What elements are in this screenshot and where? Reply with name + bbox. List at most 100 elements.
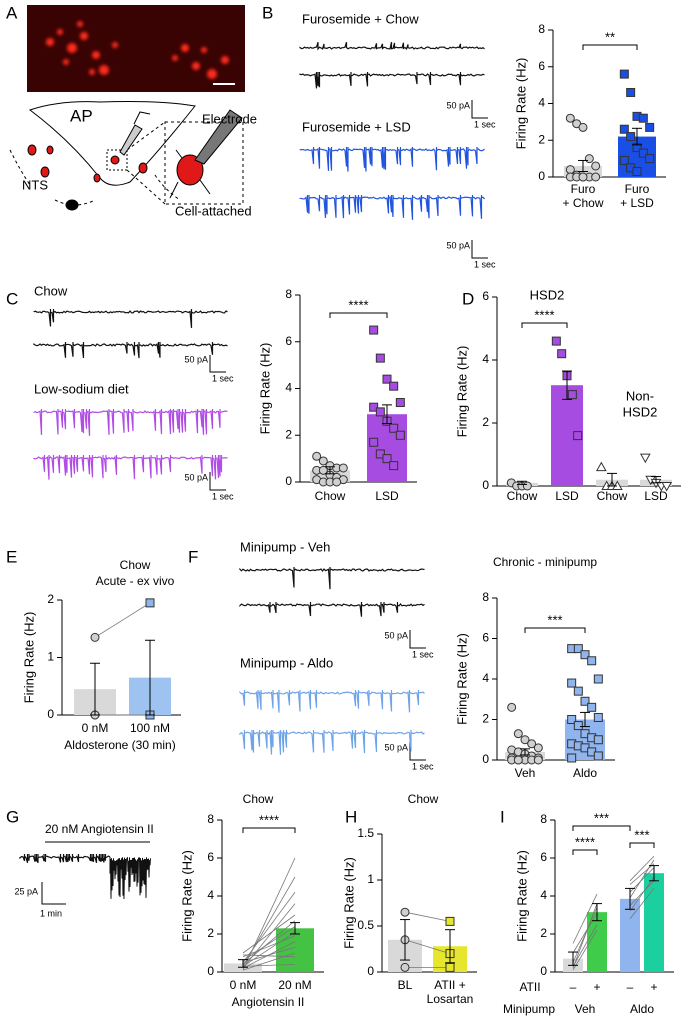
scale-bars (41, 100, 488, 905)
data-point (626, 132, 636, 142)
y-tick-label: 4 (538, 96, 545, 110)
x-tick-label: ATII + (434, 978, 465, 992)
data-point (533, 755, 543, 765)
diagram-label: Electrode (202, 111, 257, 126)
data-point (573, 431, 583, 441)
x-tick-label: Losartan (427, 992, 474, 1006)
data-point (522, 481, 532, 491)
trace-label: 20 nM Angiotensin II (45, 822, 154, 836)
group-label: Veh (575, 1002, 596, 1016)
significance-bracket (572, 825, 631, 831)
row-label: ATII (519, 980, 540, 994)
data-point (565, 113, 575, 123)
paired-line (404, 911, 451, 922)
y-tick-label: 4 (482, 671, 489, 685)
trace (33, 309, 228, 328)
paired-line (572, 893, 598, 944)
y-axis-label: Firing Rate (Hz) (513, 58, 528, 150)
y-tick-label: 1.5 (357, 826, 374, 840)
paired-line (242, 935, 296, 958)
data-point (578, 122, 588, 132)
panel-label: E (6, 547, 17, 566)
x-tick-label: Chow (507, 489, 538, 503)
scale-amplitude: 50 pA (184, 472, 208, 482)
data-point (145, 598, 155, 608)
data-point (567, 715, 577, 724)
data-point (587, 656, 597, 666)
data-point (312, 451, 322, 461)
x-tick-label: + Chow (562, 196, 603, 210)
trace (19, 854, 111, 864)
paired-line (242, 920, 296, 965)
x-tick-label: LSD (555, 489, 579, 503)
data-point (338, 463, 348, 473)
data-point (369, 437, 379, 447)
data-point (584, 154, 594, 164)
significance-label: *** (547, 612, 562, 627)
x-tick-label: 0 nM (82, 721, 109, 735)
data-point (513, 729, 523, 739)
x-axis-label: Aldosterone (30 min) (64, 738, 175, 752)
y-tick-label: 6 (207, 850, 214, 864)
annotation: HSD2 (530, 287, 565, 302)
trace (239, 690, 425, 713)
data-point (661, 482, 673, 492)
scale-amplitude: 25 pA (14, 886, 38, 896)
x-tick-label: 20 nM (278, 978, 311, 992)
trace-label: Furosemide + LSD (302, 119, 411, 134)
paired-line (242, 946, 296, 963)
y-tick-label: 6 (538, 59, 545, 73)
y-tick-label: 0 (285, 474, 292, 488)
x-tick-label: 100 nM (130, 721, 170, 735)
data-point (513, 755, 523, 765)
data-point (332, 477, 342, 487)
data-point (593, 674, 603, 684)
data-point (520, 735, 530, 745)
x-tick-label: Chow (597, 489, 628, 503)
data-point (587, 702, 597, 712)
y-tick-label: 8 (207, 812, 214, 826)
data-point (626, 87, 636, 97)
x-axis-label: Angiotensin II (232, 995, 305, 1009)
paired-line (242, 954, 296, 958)
y-tick-label: 2 (285, 427, 292, 441)
significance-label: **** (259, 812, 279, 827)
paired-line (629, 859, 655, 899)
data-point (593, 735, 603, 745)
y-tick-label: 0 (482, 478, 489, 492)
scale-time: 1 sec (412, 649, 434, 659)
data-point (445, 916, 455, 926)
scale-amplitude: 50 pA (384, 630, 408, 640)
data-point (533, 743, 543, 753)
x-tick-label: Chow (315, 489, 346, 503)
data-point (90, 632, 100, 642)
data-point (318, 465, 328, 475)
diagram-label: NTS (22, 177, 48, 192)
significance-bracket (582, 44, 638, 50)
trace (299, 195, 485, 220)
significance-bracket (242, 827, 296, 833)
significance-label: *** (594, 810, 609, 825)
paired-line (404, 939, 451, 954)
data-point (645, 154, 655, 164)
data-point (375, 449, 385, 459)
x-tick-label: + LSD (620, 196, 654, 210)
y-tick-label: 0 (367, 964, 374, 978)
group-label: Aldo (630, 1002, 654, 1016)
bar (620, 898, 640, 972)
trace-label: Furosemide + Chow (302, 11, 419, 26)
panel-label: I (500, 807, 505, 826)
x-tick-label: Furo (625, 182, 650, 196)
y-tick-label: 6 (540, 850, 547, 864)
x-tick-label: 0 nM (230, 978, 257, 992)
paired-line (629, 863, 655, 885)
scale-time: 1 sec (474, 119, 496, 129)
chart-title: Chow (243, 792, 274, 806)
data-point (382, 454, 392, 464)
y-tick-label: 2 (540, 926, 547, 940)
x-tick-label: + (650, 980, 657, 994)
y-axis-label: Firing Rate (Hz) (454, 346, 469, 438)
x-tick-label: – (627, 980, 634, 994)
paired-line (94, 602, 151, 638)
